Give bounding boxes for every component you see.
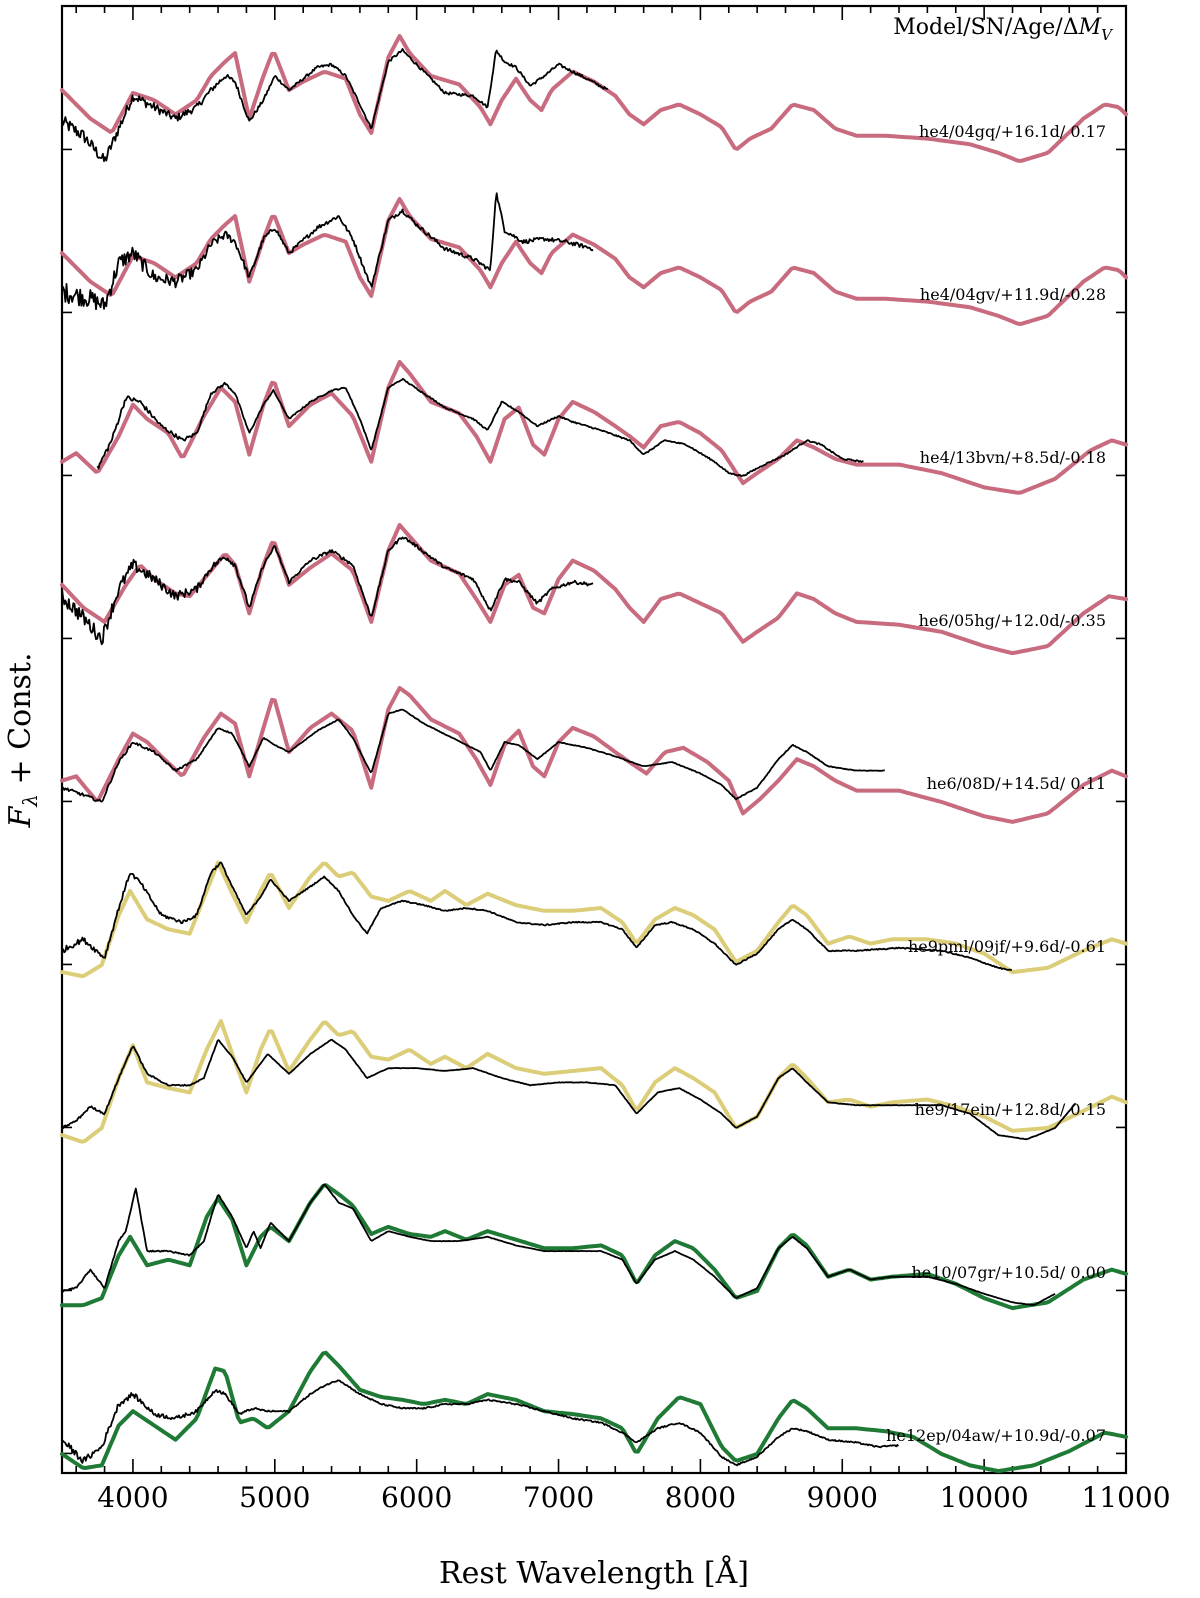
x-tick-label: 5000 (239, 1481, 310, 1514)
model-spectrum (60, 1019, 1128, 1144)
x-axis-label: Rest Wavelength [Å] (439, 1555, 749, 1591)
model-spectrum (60, 197, 1128, 326)
y-axis-label: Fλ + Const. (3, 652, 42, 828)
observed-spectrum (61, 1379, 900, 1467)
series-label: he9/17ein/+12.8d/ 0.15 (915, 1100, 1106, 1119)
model-spectrum (60, 686, 1128, 824)
observed-spectrum (61, 536, 594, 646)
model-spectrum (60, 360, 1128, 495)
x-tick-label: 4000 (97, 1481, 168, 1514)
observed-spectrum (61, 192, 594, 311)
model-spectrum (60, 860, 1128, 979)
series-label: he10/07gr/+10.5d/ 0.00 (911, 1263, 1106, 1282)
x-tick-labels: 4000 5000 6000 7000 8000 9000 10000 11000 (97, 1481, 1170, 1514)
x-tick-label: 7000 (523, 1481, 594, 1514)
series-label: he4/04gv/+11.9d/-0.28 (920, 285, 1106, 304)
model-spectrum (60, 1183, 1128, 1311)
x-tick-label: 6000 (381, 1481, 452, 1514)
observed-spectrum (61, 861, 1012, 971)
plot-frame (60, 4, 1128, 1475)
series-labels: he4/04gq/+16.1d/ 0.17 he4/04gv/+11.9d/-0.… (886, 122, 1106, 1445)
x-tick-label: 9000 (807, 1481, 878, 1514)
observed-spectrum (61, 708, 885, 803)
series-label: he4/13bvn/+8.5d/-0.18 (920, 448, 1106, 467)
x-tick-label: 8000 (665, 1481, 736, 1514)
axis-ticks (62, 6, 1127, 1473)
x-tick-label: 10000 (940, 1481, 1029, 1514)
series-label: he6/05hg/+12.0d/-0.35 (919, 611, 1106, 630)
model-spectrum (60, 1350, 1128, 1474)
observed-spectrum (96, 377, 864, 477)
observed-spectrum (61, 1183, 1056, 1307)
model-spectrum (60, 523, 1128, 656)
series-label: he9pml/09jf/+9.6d/-0.61 (908, 937, 1106, 956)
x-tick-label: 11000 (1081, 1481, 1170, 1514)
observed-spectrum (61, 1038, 1077, 1141)
observed-spectrum (61, 48, 609, 162)
model-spectrum (60, 34, 1128, 163)
series-label: he4/04gq/+16.1d/ 0.17 (919, 122, 1106, 141)
series-label: he12ep/04aw/+10.9d/-0.07 (886, 1426, 1106, 1445)
series-label: he6/08D/+14.5d/ 0.11 (927, 774, 1106, 793)
spectra-series (60, 34, 1128, 1474)
legend-title: Model/SN/Age/ΔMV (893, 15, 1114, 44)
